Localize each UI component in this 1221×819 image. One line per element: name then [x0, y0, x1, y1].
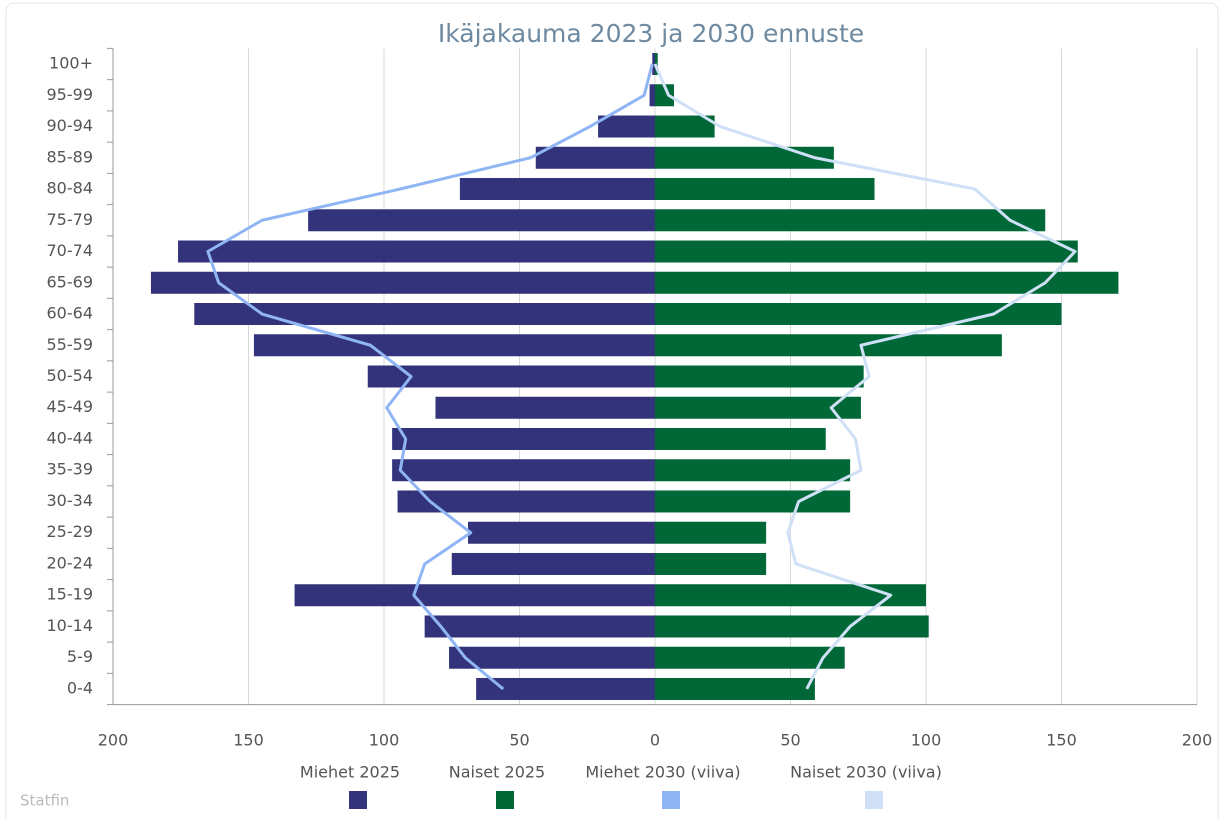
bar	[468, 521, 655, 544]
line	[206, 63, 654, 691]
bar	[655, 521, 767, 544]
bar	[194, 303, 656, 326]
x-tick-label: 200	[98, 731, 129, 750]
bar	[655, 490, 851, 513]
bar	[150, 271, 655, 294]
legend-swatch	[662, 791, 680, 809]
bar	[598, 115, 655, 138]
y-tick-label: 90-94	[47, 116, 94, 135]
x-tick-label: 150	[1046, 731, 1077, 750]
bar	[649, 84, 655, 107]
y-tick-label: 60-64	[47, 304, 94, 323]
bar	[655, 365, 864, 388]
y-tick-label: 65-69	[47, 272, 94, 291]
y-tick-label: 80-84	[47, 179, 94, 198]
bar	[655, 84, 674, 107]
bar	[476, 677, 655, 700]
y-tick-label: 25-29	[47, 522, 94, 541]
x-tick-label: 50	[509, 731, 529, 750]
bar	[655, 584, 926, 607]
legend-label: Miehet 2025	[300, 763, 400, 782]
bar	[655, 178, 875, 201]
bar	[294, 584, 655, 607]
bar	[449, 646, 655, 669]
x-tick-label: 150	[233, 731, 264, 750]
y-tick-label: 75-79	[47, 210, 94, 229]
bar	[655, 396, 861, 419]
legend-swatch	[865, 791, 883, 809]
bar	[655, 209, 1046, 232]
bar	[178, 240, 656, 263]
bar	[308, 209, 655, 232]
bar	[397, 490, 655, 513]
y-tick-label: 45-49	[47, 397, 94, 416]
bar	[655, 615, 929, 638]
chart-title: Ikäjakauma 2023 ja 2030 ennuste	[438, 19, 864, 48]
credit: Statfin	[20, 792, 69, 810]
bar	[655, 646, 845, 669]
legend-label: Naiset 2030 (viiva)	[790, 763, 942, 782]
bar	[424, 615, 655, 638]
bar	[459, 178, 655, 201]
x-tick-label: 100	[911, 731, 942, 750]
bar	[253, 334, 656, 357]
y-tick-label: 100+	[49, 54, 93, 73]
bar	[655, 552, 767, 575]
y-tick-label: 20-24	[47, 553, 94, 572]
y-tick-label: 55-59	[47, 335, 94, 354]
bar	[535, 146, 655, 169]
bar	[655, 271, 1119, 294]
y-tick-label: 10-14	[47, 616, 94, 635]
y-tick-label: 15-19	[47, 585, 94, 604]
y-tick-label: 95-99	[47, 85, 94, 104]
bar	[451, 552, 655, 575]
line	[653, 63, 1077, 690]
x-tick-label: 50	[780, 731, 800, 750]
y-tick-label: 50-54	[47, 366, 94, 385]
bar	[367, 365, 655, 388]
bar	[435, 396, 655, 419]
bar	[655, 146, 834, 169]
bar	[652, 53, 655, 76]
legend-label: Naiset 2025	[449, 763, 545, 782]
y-tick-label: 40-44	[47, 428, 94, 447]
y-tick-label: 70-74	[47, 241, 94, 260]
bar	[392, 427, 655, 450]
bar	[655, 459, 851, 482]
y-tick-label: 5-9	[67, 647, 93, 666]
bar	[655, 115, 715, 138]
y-tick-label: 35-39	[47, 460, 94, 479]
y-tick-label: 0-4	[67, 678, 93, 697]
y-tick-label: 85-89	[47, 147, 94, 166]
bar	[655, 334, 1002, 357]
legend-swatch	[349, 791, 367, 809]
bar	[655, 240, 1078, 263]
x-tick-label: 100	[369, 731, 400, 750]
bar	[655, 303, 1062, 326]
x-tick-label: 200	[1182, 731, 1213, 750]
bar	[655, 677, 815, 700]
x-tick-label: 0	[650, 731, 660, 750]
bar	[392, 459, 655, 482]
legend-label: Miehet 2030 (viiva)	[585, 763, 740, 782]
legend-swatch	[496, 791, 514, 809]
bar	[655, 427, 826, 450]
y-tick-label: 30-34	[47, 491, 94, 510]
